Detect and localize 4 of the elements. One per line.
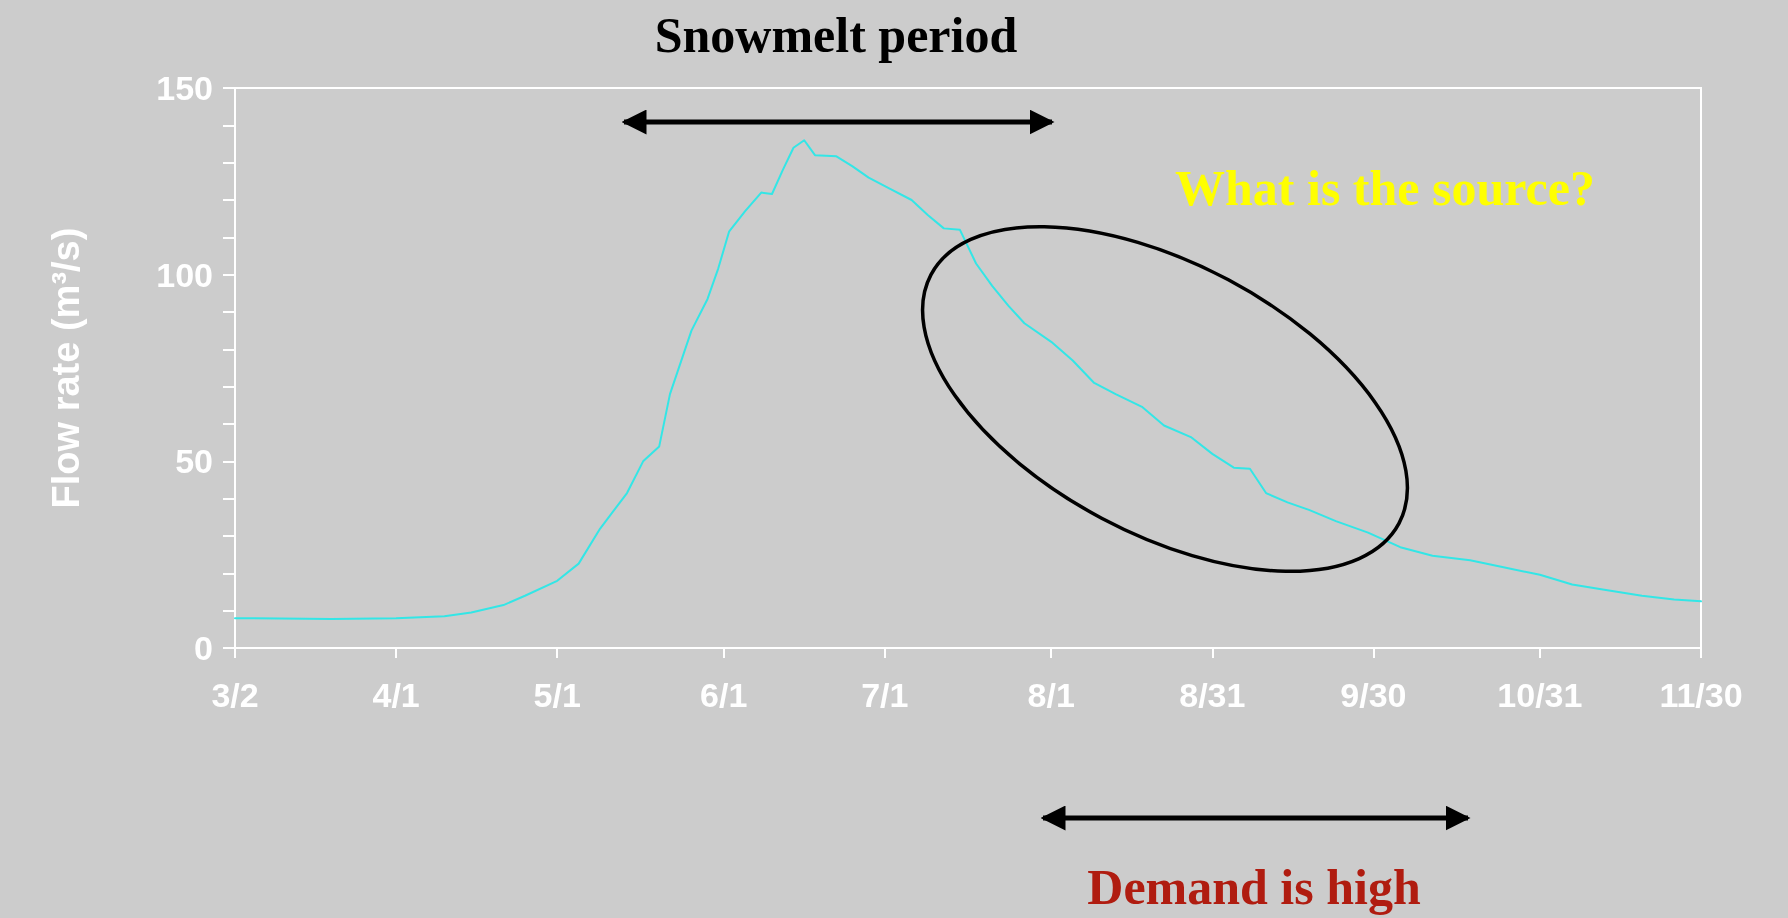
annotation: What is the source? [1175, 160, 1595, 216]
text: Snowmelt period [654, 7, 1018, 63]
text: Demand is high [1087, 859, 1421, 915]
line-series [234, 139, 1702, 620]
